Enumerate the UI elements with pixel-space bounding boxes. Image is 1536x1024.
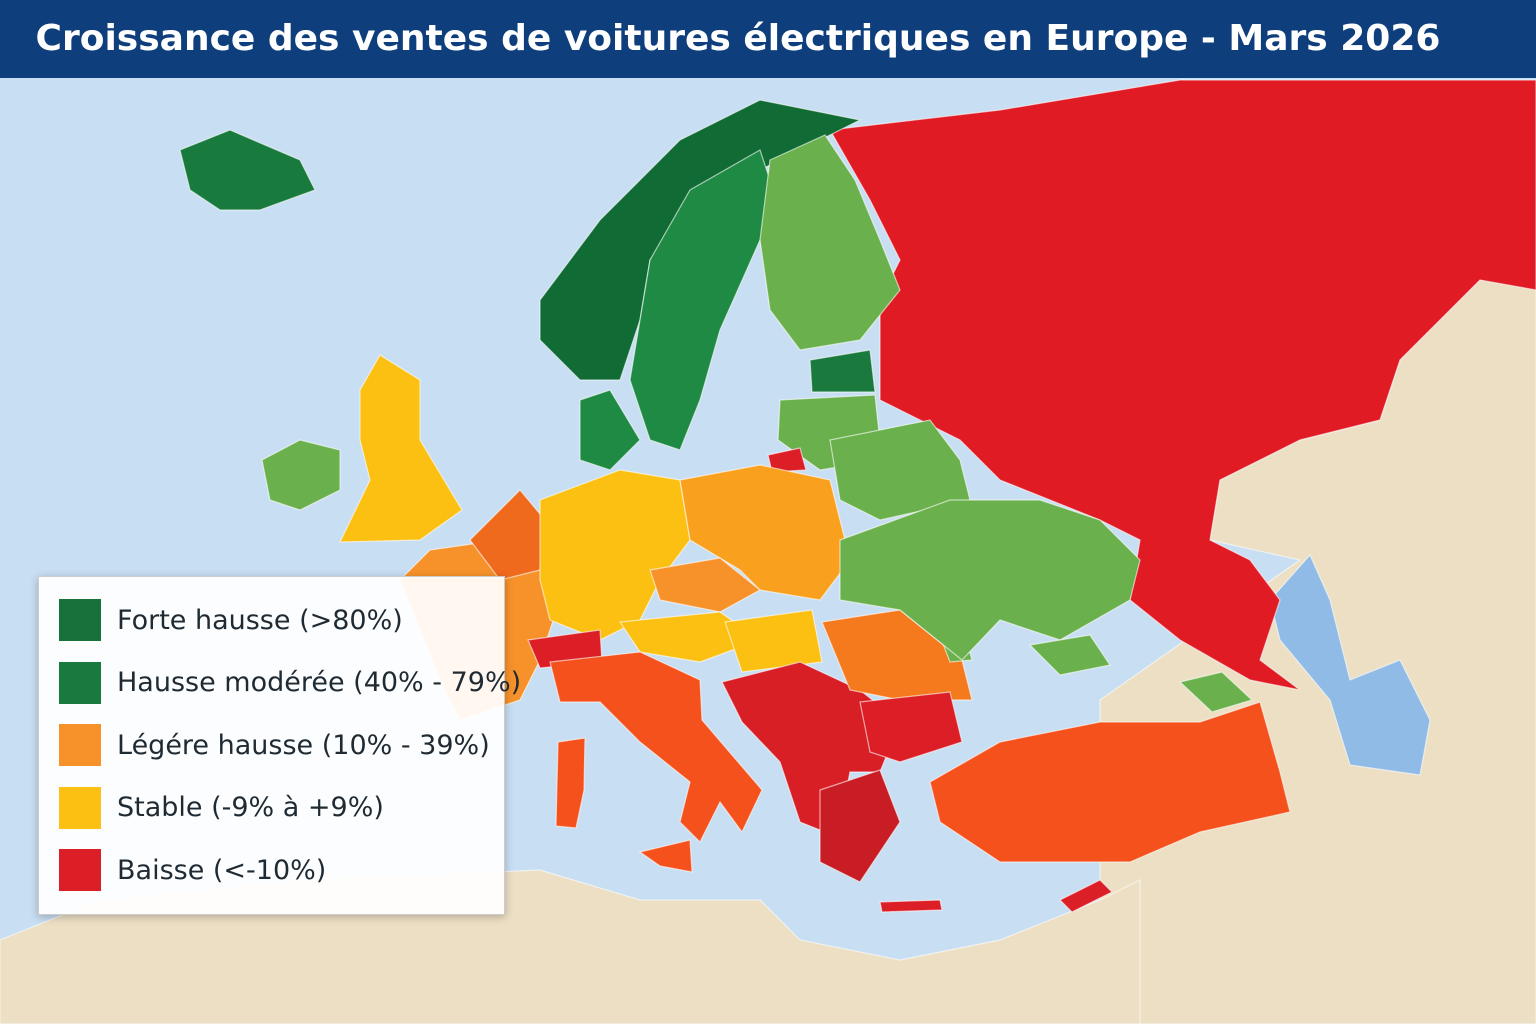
legend-swatch [59,599,101,641]
legend-label: Stable (-9% à +9%) [117,792,384,823]
ukraine [839,499,1141,661]
estonia [809,349,876,393]
caucasus [1178,671,1254,713]
cyprus [1058,879,1114,913]
legend-item: Baisse (<-10%) [59,849,326,891]
hungary [724,609,823,673]
italy [549,651,763,844]
sicily [638,839,693,873]
uk [339,354,463,543]
legend-swatch [59,724,101,766]
czechia [649,557,762,613]
caspian-sea [1269,553,1431,776]
crimea [1028,634,1111,676]
legend: Forte hausse (>80%) Hausse modérée (40% -… [38,576,521,915]
poland [679,464,851,601]
finland [759,134,901,351]
title: Croissance des ventes de voitures électr… [35,18,1441,59]
title-bar: Croissance des ventes de voitures électr… [0,0,1536,78]
legend-item: Hausse modérée (40% - 79%) [59,661,522,704]
legend-label: Légére hausse (10% - 39%) [117,729,490,761]
legend-label: Baisse (<-10%) [117,854,327,886]
legend-item: Stable (-9% à +9%) [59,786,384,829]
denmark [579,389,641,471]
legend-swatch [59,849,101,891]
legend-item: Légére hausse (10% - 39%) [59,724,490,766]
legend-label: Hausse modérée (40% - 79%) [117,667,522,698]
legend-item: Forte hausse (>80%) [59,599,403,641]
crete [879,899,943,913]
legend-swatch [59,786,101,829]
ireland [261,439,341,511]
greece [819,769,901,883]
russia [829,79,1536,691]
sardinia [555,737,586,829]
legend-swatch [59,661,101,704]
bulgaria [859,691,963,763]
germany [539,469,691,641]
iceland [179,129,316,211]
kaliningrad [767,447,807,473]
sweden [629,149,781,451]
turkey [929,701,1291,863]
austria [618,611,762,663]
legend-label: Forte hausse (>80%) [117,604,403,636]
